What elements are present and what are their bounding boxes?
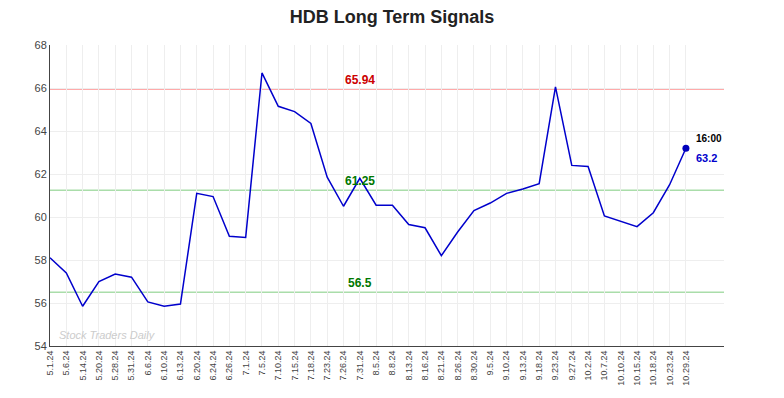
svg-text:HDB Long Term Signals: HDB Long Term Signals	[290, 7, 495, 27]
svg-text:5.14.24: 5.14.24	[78, 351, 88, 381]
svg-text:60: 60	[35, 211, 47, 223]
svg-text:10.23.24: 10.23.24	[665, 351, 675, 386]
svg-text:56: 56	[35, 297, 47, 309]
svg-text:64: 64	[35, 125, 47, 137]
svg-text:63.2: 63.2	[696, 152, 717, 164]
svg-text:58: 58	[35, 254, 47, 266]
svg-text:8.21.24: 8.21.24	[436, 351, 446, 381]
svg-text:7.5.24: 7.5.24	[257, 351, 267, 376]
svg-text:6.24.24: 6.24.24	[208, 351, 218, 381]
svg-text:9.18.24: 9.18.24	[534, 351, 544, 381]
svg-text:7.15.24: 7.15.24	[290, 351, 300, 381]
svg-text:9.5.24: 9.5.24	[485, 351, 495, 376]
svg-text:9.27.24: 9.27.24	[567, 351, 577, 381]
svg-text:8.26.24: 8.26.24	[453, 351, 463, 381]
svg-text:8.13.24: 8.13.24	[404, 351, 414, 381]
svg-text:10.2.24: 10.2.24	[583, 351, 593, 381]
svg-text:6.13.24: 6.13.24	[175, 351, 185, 381]
svg-text:Stock Traders Daily: Stock Traders Daily	[59, 329, 156, 341]
svg-text:10.10.24: 10.10.24	[616, 351, 626, 386]
svg-text:6.10.24: 6.10.24	[159, 351, 169, 381]
svg-text:6.26.24: 6.26.24	[224, 351, 234, 381]
svg-text:16:00: 16:00	[696, 133, 722, 144]
svg-text:9.10.24: 9.10.24	[501, 351, 511, 381]
svg-text:68: 68	[35, 39, 47, 51]
svg-text:6.20.24: 6.20.24	[192, 351, 202, 381]
svg-text:9.23.24: 9.23.24	[550, 351, 560, 381]
svg-text:7.1.24: 7.1.24	[241, 351, 251, 376]
svg-text:7.31.24: 7.31.24	[355, 351, 365, 381]
svg-text:5.1.24: 5.1.24	[45, 351, 55, 376]
svg-text:7.10.24: 7.10.24	[273, 351, 283, 381]
svg-text:8.5.24: 8.5.24	[371, 351, 381, 376]
svg-text:8.8.24: 8.8.24	[387, 351, 397, 376]
svg-text:8.16.24: 8.16.24	[420, 351, 430, 381]
svg-text:56.5: 56.5	[348, 276, 372, 290]
svg-text:61.25: 61.25	[345, 174, 375, 188]
svg-text:5.6.24: 5.6.24	[61, 351, 71, 376]
svg-text:7.23.24: 7.23.24	[322, 351, 332, 381]
svg-text:54: 54	[35, 340, 47, 352]
svg-text:62: 62	[35, 168, 47, 180]
svg-text:66: 66	[35, 82, 47, 94]
svg-text:10.7.24: 10.7.24	[599, 351, 609, 381]
svg-text:9.13.24: 9.13.24	[518, 351, 528, 381]
svg-text:8.30.24: 8.30.24	[469, 351, 479, 381]
svg-text:5.28.24: 5.28.24	[110, 351, 120, 381]
svg-text:5.31.24: 5.31.24	[126, 351, 136, 381]
svg-text:10.18.24: 10.18.24	[648, 351, 658, 386]
svg-text:5.20.24: 5.20.24	[94, 351, 104, 381]
svg-text:7.26.24: 7.26.24	[338, 351, 348, 381]
svg-text:7.18.24: 7.18.24	[306, 351, 316, 381]
svg-text:10.15.24: 10.15.24	[632, 351, 642, 386]
svg-text:10.29.24: 10.29.24	[681, 351, 691, 386]
svg-text:65.94: 65.94	[345, 73, 375, 87]
svg-text:6.6.24: 6.6.24	[143, 351, 153, 376]
